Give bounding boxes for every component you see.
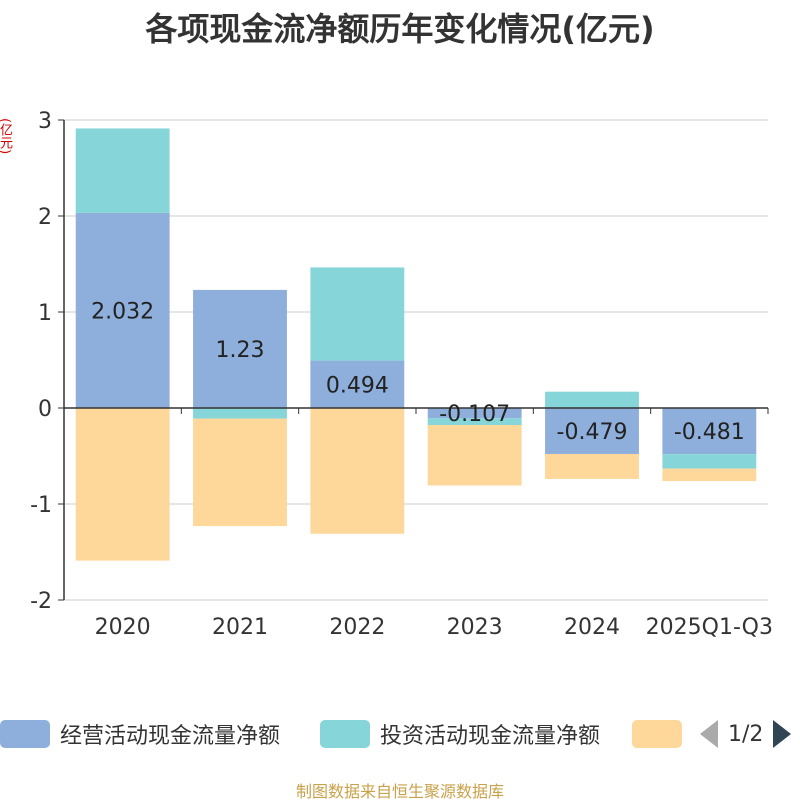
bar-segment-s2-2022 (310, 408, 405, 534)
x-tick-label-2025Q1-Q3: 2025Q1-Q3 (646, 615, 773, 640)
data-label-2024: -0.479 (557, 420, 628, 445)
bar-segment-s2-2024 (545, 453, 639, 479)
stacked-bar-chart: -2 -1 0 1 2 3 2.032 1.23 0.494 -0.107 -0.479 -0.481… (30, 109, 773, 640)
y-axis-unit-label: (亿元) (0, 118, 12, 155)
legend-swatch-operating (0, 720, 50, 748)
y-tick-label: 0 (38, 397, 52, 422)
x-tick-label-2021: 2021 (212, 615, 268, 640)
bar-segment-s0-2020 (75, 212, 170, 408)
y-tick-label: 1 (38, 301, 52, 326)
bar-segment-s0-2024 (545, 408, 639, 454)
bar-segment-s1-2025Q1-Q3 (662, 454, 757, 469)
x-tick-label-2020: 2020 (95, 615, 151, 640)
data-label-2023: -0.107 (439, 402, 510, 427)
x-tick-label-2024: 2024 (564, 615, 620, 640)
bar-segment-s0-2023 (427, 408, 522, 419)
bar-segment-s1-2024 (545, 391, 639, 408)
bar-segment-s0-2022 (310, 360, 405, 408)
legend-pager: 1/2 (700, 718, 792, 750)
legend-item-financing[interactable] (632, 718, 692, 750)
legend-swatch-investing (320, 720, 370, 748)
data-label-2021: 1.23 (216, 338, 265, 363)
y-tick-label: 2 (38, 205, 52, 230)
legend-item-operating[interactable]: 经营活动现金流量净额 (0, 718, 280, 750)
data-label-2020: 2.032 (91, 299, 154, 324)
legend-prev-page-icon[interactable] (700, 720, 718, 748)
legend-page-indicator: 1/2 (728, 721, 764, 747)
legend-next-page-icon[interactable] (773, 720, 792, 748)
data-label-2025Q1-Q3: -0.481 (674, 420, 745, 445)
legend-label-operating: 经营活动现金流量净额 (60, 724, 281, 749)
bar-segment-s1-2023 (427, 418, 522, 425)
bar-segment-s2-2023 (427, 424, 522, 486)
data-source-note: 制图数据来自恒生聚源数据库 (295, 782, 504, 801)
legend-label-investing: 投资活动现金流量净额 (380, 724, 601, 749)
bar-segment-s2-2025Q1-Q3 (662, 468, 757, 482)
data-label-2022: 0.494 (326, 373, 389, 398)
bar-segment-s2-2020 (75, 408, 170, 561)
legend-swatch-financing (632, 720, 682, 748)
y-tick-label: -2 (30, 589, 52, 614)
bar-segment-s0-2021 (193, 289, 287, 408)
chart-title: 各项现金流净额历年变化情况(亿元) (145, 10, 655, 48)
bar-segment-s1-2022 (310, 267, 405, 361)
x-tick-label-2023: 2023 (447, 615, 503, 640)
bar-segment-s1-2021 (193, 408, 287, 419)
bar-segment-s0-2025Q1-Q3 (662, 408, 757, 455)
legend-item-investing[interactable]: 投资活动现金流量净额 (320, 718, 600, 750)
x-tick-label-2022: 2022 (329, 615, 385, 640)
y-tick-label: 3 (38, 109, 52, 134)
bar-segment-s1-2020 (75, 128, 170, 213)
bar-segment-s2-2021 (193, 418, 287, 527)
y-tick-label: -1 (30, 493, 52, 518)
